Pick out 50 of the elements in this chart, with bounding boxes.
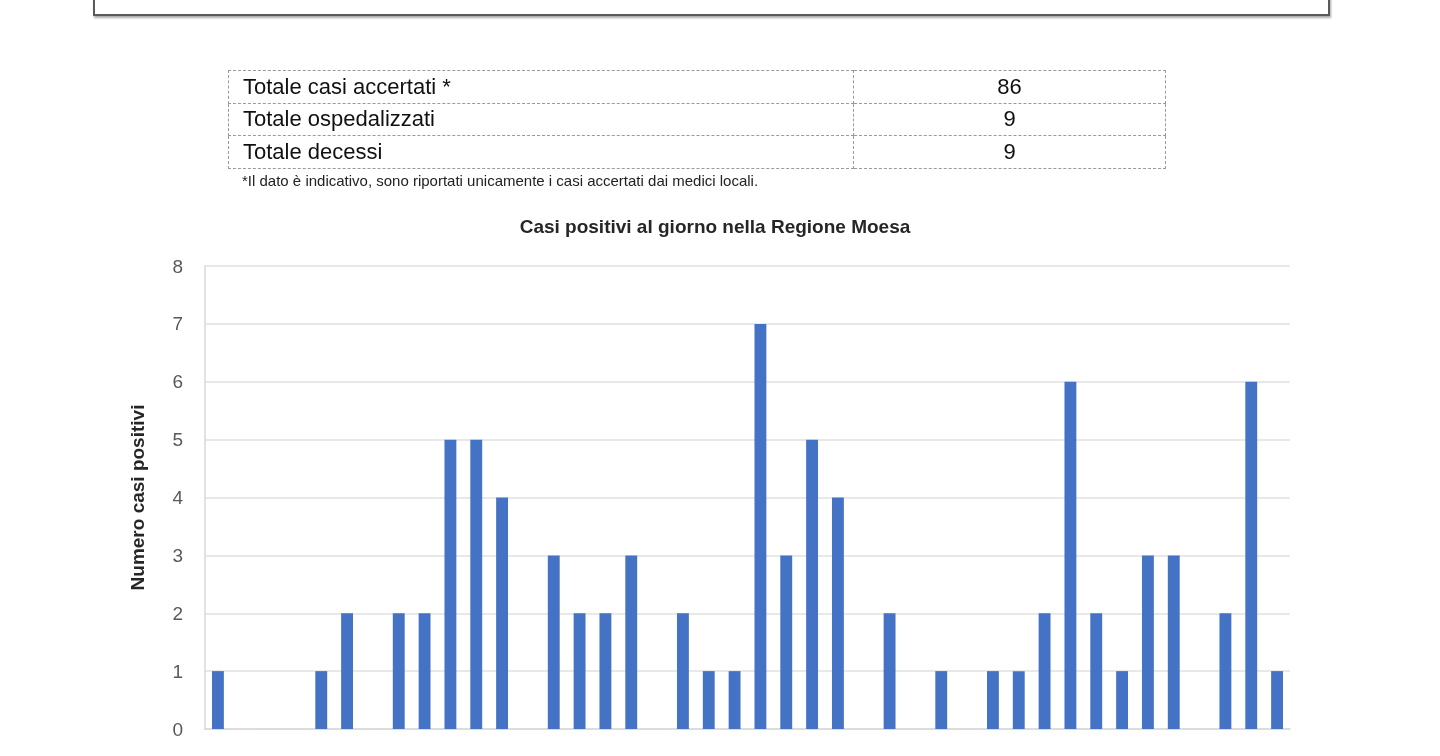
bar (831, 497, 844, 729)
bar (702, 671, 715, 729)
bar (573, 613, 586, 729)
bar (211, 671, 224, 729)
y-tick-label: 4 (172, 487, 184, 508)
bar (547, 555, 560, 729)
bar (780, 555, 793, 729)
bar (470, 439, 483, 729)
chart-title: Casi positivi al giorno nella Regione Moesa (519, 216, 911, 237)
bar (1167, 555, 1180, 729)
bar (1271, 671, 1284, 729)
y-tick-label: 7 (172, 313, 183, 335)
bar (728, 671, 741, 729)
bar (1141, 555, 1154, 729)
y-tick-label: 3 (172, 544, 183, 566)
data-label: 86 (853, 70, 1166, 103)
y-tick-label: 8 (172, 255, 183, 277)
y-tick-label: 2 (172, 602, 183, 624)
data-label: 9 (853, 135, 1166, 168)
data-label: 9 (853, 103, 1166, 136)
category-label: Totale casi accertati * (228, 70, 854, 103)
bar (1219, 613, 1232, 729)
bar (754, 323, 767, 729)
y-axis-title: Numero casi positivi (127, 404, 148, 591)
y-tick-label: 1 (172, 660, 183, 682)
y-tick-label: 5 (172, 429, 183, 451)
bar (1012, 671, 1025, 729)
bar (1245, 381, 1258, 729)
bar (625, 555, 638, 729)
bar (1038, 613, 1051, 729)
bar (392, 613, 405, 729)
bar (1116, 671, 1129, 729)
text: *Il dato è indicativo, sono riportati unicamente i casi accertati dai medici locali. (242, 170, 760, 191)
category-label: Totale ospedalizzati (228, 103, 854, 136)
bar (883, 613, 896, 729)
bar (444, 439, 457, 729)
bar (1064, 381, 1077, 729)
bar (315, 671, 328, 729)
bar (418, 613, 431, 729)
bar (935, 671, 948, 729)
y-tick-label: 0 (172, 718, 183, 740)
bar (341, 613, 354, 729)
bar (599, 613, 612, 729)
bar (496, 497, 509, 729)
bar (1090, 613, 1103, 729)
bar (806, 439, 819, 729)
category-label: Totale decessi (228, 135, 854, 168)
bar (986, 671, 999, 729)
y-tick-label: 6 (172, 371, 183, 393)
bar (676, 613, 689, 729)
